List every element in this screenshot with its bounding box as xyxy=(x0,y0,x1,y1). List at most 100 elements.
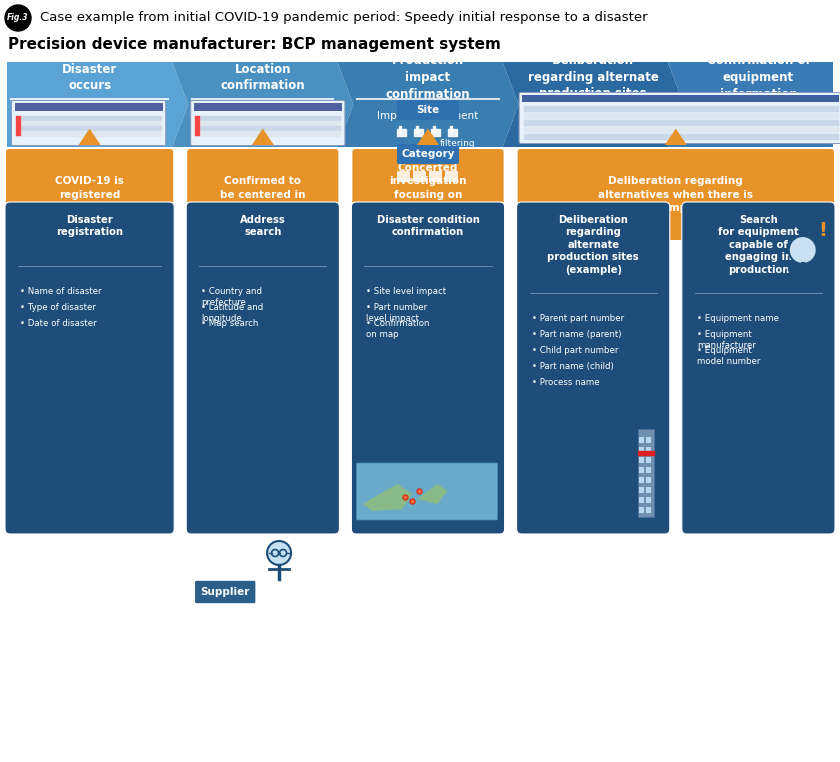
Polygon shape xyxy=(417,129,439,145)
FancyBboxPatch shape xyxy=(186,202,339,534)
FancyBboxPatch shape xyxy=(194,103,342,111)
Text: • Equipment
model number: • Equipment model number xyxy=(697,346,760,366)
Text: Regional search: Regional search xyxy=(221,111,304,121)
Polygon shape xyxy=(664,129,687,145)
Text: Category: Category xyxy=(402,149,454,159)
Circle shape xyxy=(5,5,31,31)
FancyBboxPatch shape xyxy=(646,507,650,513)
Polygon shape xyxy=(668,62,833,147)
FancyBboxPatch shape xyxy=(194,580,256,604)
Text: Location
confirmation: Location confirmation xyxy=(220,62,305,92)
FancyBboxPatch shape xyxy=(646,466,650,473)
Text: Confirmation of
equipment
information: Confirmation of equipment information xyxy=(706,55,811,101)
Text: • Parent part number: • Parent part number xyxy=(532,314,624,323)
FancyBboxPatch shape xyxy=(397,144,459,164)
Polygon shape xyxy=(362,484,412,511)
Text: Equipment search: Equipment search xyxy=(711,111,806,121)
Text: Domestic sites
(Japan
Meteorological
Agency): Domestic sites (Japan Meteorological Age… xyxy=(49,600,108,640)
Text: Emergency
registration: Emergency registration xyxy=(60,105,120,126)
Text: • Part name (child): • Part name (child) xyxy=(532,362,613,371)
FancyBboxPatch shape xyxy=(12,101,165,146)
FancyBboxPatch shape xyxy=(351,202,505,534)
Text: Fig.3: Fig.3 xyxy=(8,14,29,23)
Text: • Confirmation
on map: • Confirmation on map xyxy=(366,319,430,339)
Text: • Process name: • Process name xyxy=(532,378,599,387)
FancyBboxPatch shape xyxy=(519,92,840,143)
Text: Search
for equipment
capable of
engaging in
production: Search for equipment capable of engaging… xyxy=(718,215,799,274)
Text: • Name of disaster: • Name of disaster xyxy=(20,287,102,296)
FancyBboxPatch shape xyxy=(646,456,650,463)
FancyBboxPatch shape xyxy=(517,202,669,534)
Text: !: ! xyxy=(818,220,827,239)
Text: Overseas
sites: Overseas sites xyxy=(49,552,91,572)
FancyBboxPatch shape xyxy=(5,202,174,534)
FancyBboxPatch shape xyxy=(646,447,650,453)
Text: • Part number
level impact: • Part number level impact xyxy=(366,303,428,323)
Text: COVID-19 is
registered
as a disaster: COVID-19 is registered as a disaster xyxy=(52,176,128,213)
Polygon shape xyxy=(417,484,448,504)
FancyBboxPatch shape xyxy=(639,486,643,493)
FancyBboxPatch shape xyxy=(522,95,839,102)
Text: Deliberation regarding
alternatives when there is
an impact: Deliberation regarding alternatives when… xyxy=(598,176,753,213)
FancyBboxPatch shape xyxy=(646,476,650,483)
Text: • Country and
prefecture: • Country and prefecture xyxy=(202,287,262,307)
Text: filtering: filtering xyxy=(440,139,475,149)
FancyBboxPatch shape xyxy=(639,437,643,443)
Text: Production
impact
confirmation: Production impact confirmation xyxy=(386,55,470,101)
Text: Disaster condition
confirmation: Disaster condition confirmation xyxy=(376,215,480,238)
Text: Concerted
investigation
focusing on
operation feasibility
and operation rates: Concerted investigation focusing on oper… xyxy=(368,163,488,226)
Text: Confirmed to
be centered in
tWuhan, China: Confirmed to be centered in tWuhan, Chin… xyxy=(219,176,306,213)
Polygon shape xyxy=(7,62,188,147)
Text: Supplier: Supplier xyxy=(201,587,249,597)
Text: • Equipment
manufacturer: • Equipment manufacturer xyxy=(697,330,755,350)
Text: Impact assessment: Impact assessment xyxy=(377,111,479,121)
Polygon shape xyxy=(338,62,518,147)
Text: • Date of disaster: • Date of disaster xyxy=(20,319,97,328)
Text: • Child part number: • Child part number xyxy=(532,346,618,355)
Text: • Part name (parent): • Part name (parent) xyxy=(532,330,621,339)
Text: Disaster
registration: Disaster registration xyxy=(56,215,123,238)
FancyBboxPatch shape xyxy=(517,149,834,240)
Text: Case example from initial COVID-19 pandemic period: Speedy initial response to a: Case example from initial COVID-19 pande… xyxy=(40,11,648,24)
Text: ◆: ◆ xyxy=(24,584,35,600)
Polygon shape xyxy=(252,129,274,145)
Polygon shape xyxy=(79,129,101,145)
FancyBboxPatch shape xyxy=(638,429,654,517)
FancyBboxPatch shape xyxy=(682,202,835,534)
Text: • Type of disaster: • Type of disaster xyxy=(20,303,96,312)
FancyBboxPatch shape xyxy=(353,149,504,240)
FancyBboxPatch shape xyxy=(639,476,643,483)
FancyBboxPatch shape xyxy=(646,486,650,493)
FancyBboxPatch shape xyxy=(646,437,650,443)
Text: Site: Site xyxy=(417,105,439,115)
FancyBboxPatch shape xyxy=(646,497,650,503)
FancyBboxPatch shape xyxy=(6,149,173,240)
FancyBboxPatch shape xyxy=(445,171,458,182)
Polygon shape xyxy=(785,230,821,250)
FancyBboxPatch shape xyxy=(639,456,643,463)
FancyBboxPatch shape xyxy=(14,103,163,111)
FancyBboxPatch shape xyxy=(397,100,459,120)
Text: • Site level impact: • Site level impact xyxy=(366,287,447,296)
Text: • Equipment name: • Equipment name xyxy=(697,314,779,323)
FancyBboxPatch shape xyxy=(356,463,497,520)
Text: Disaster
occurs: Disaster occurs xyxy=(62,62,118,92)
Polygon shape xyxy=(172,62,354,147)
Circle shape xyxy=(789,236,816,264)
FancyBboxPatch shape xyxy=(639,497,643,503)
Text: Precision device manufacturer: BCP management system: Precision device manufacturer: BCP manag… xyxy=(8,37,501,52)
FancyBboxPatch shape xyxy=(639,447,643,453)
FancyBboxPatch shape xyxy=(639,466,643,473)
FancyBboxPatch shape xyxy=(397,171,410,182)
FancyBboxPatch shape xyxy=(191,101,345,146)
FancyBboxPatch shape xyxy=(429,171,442,182)
Text: Part number search: Part number search xyxy=(542,111,644,121)
Text: Address
search: Address search xyxy=(240,215,286,238)
Text: Deliberation
regarding
alternate
production sites
(example): Deliberation regarding alternate product… xyxy=(548,215,639,274)
Text: Deliberation
regarding alternate
production sites: Deliberation regarding alternate product… xyxy=(528,55,659,101)
Text: • Map search: • Map search xyxy=(202,319,259,328)
Text: • Latitude and
longitude: • Latitude and longitude xyxy=(202,303,264,323)
FancyBboxPatch shape xyxy=(187,149,339,240)
Polygon shape xyxy=(502,62,684,147)
Circle shape xyxy=(267,541,291,565)
